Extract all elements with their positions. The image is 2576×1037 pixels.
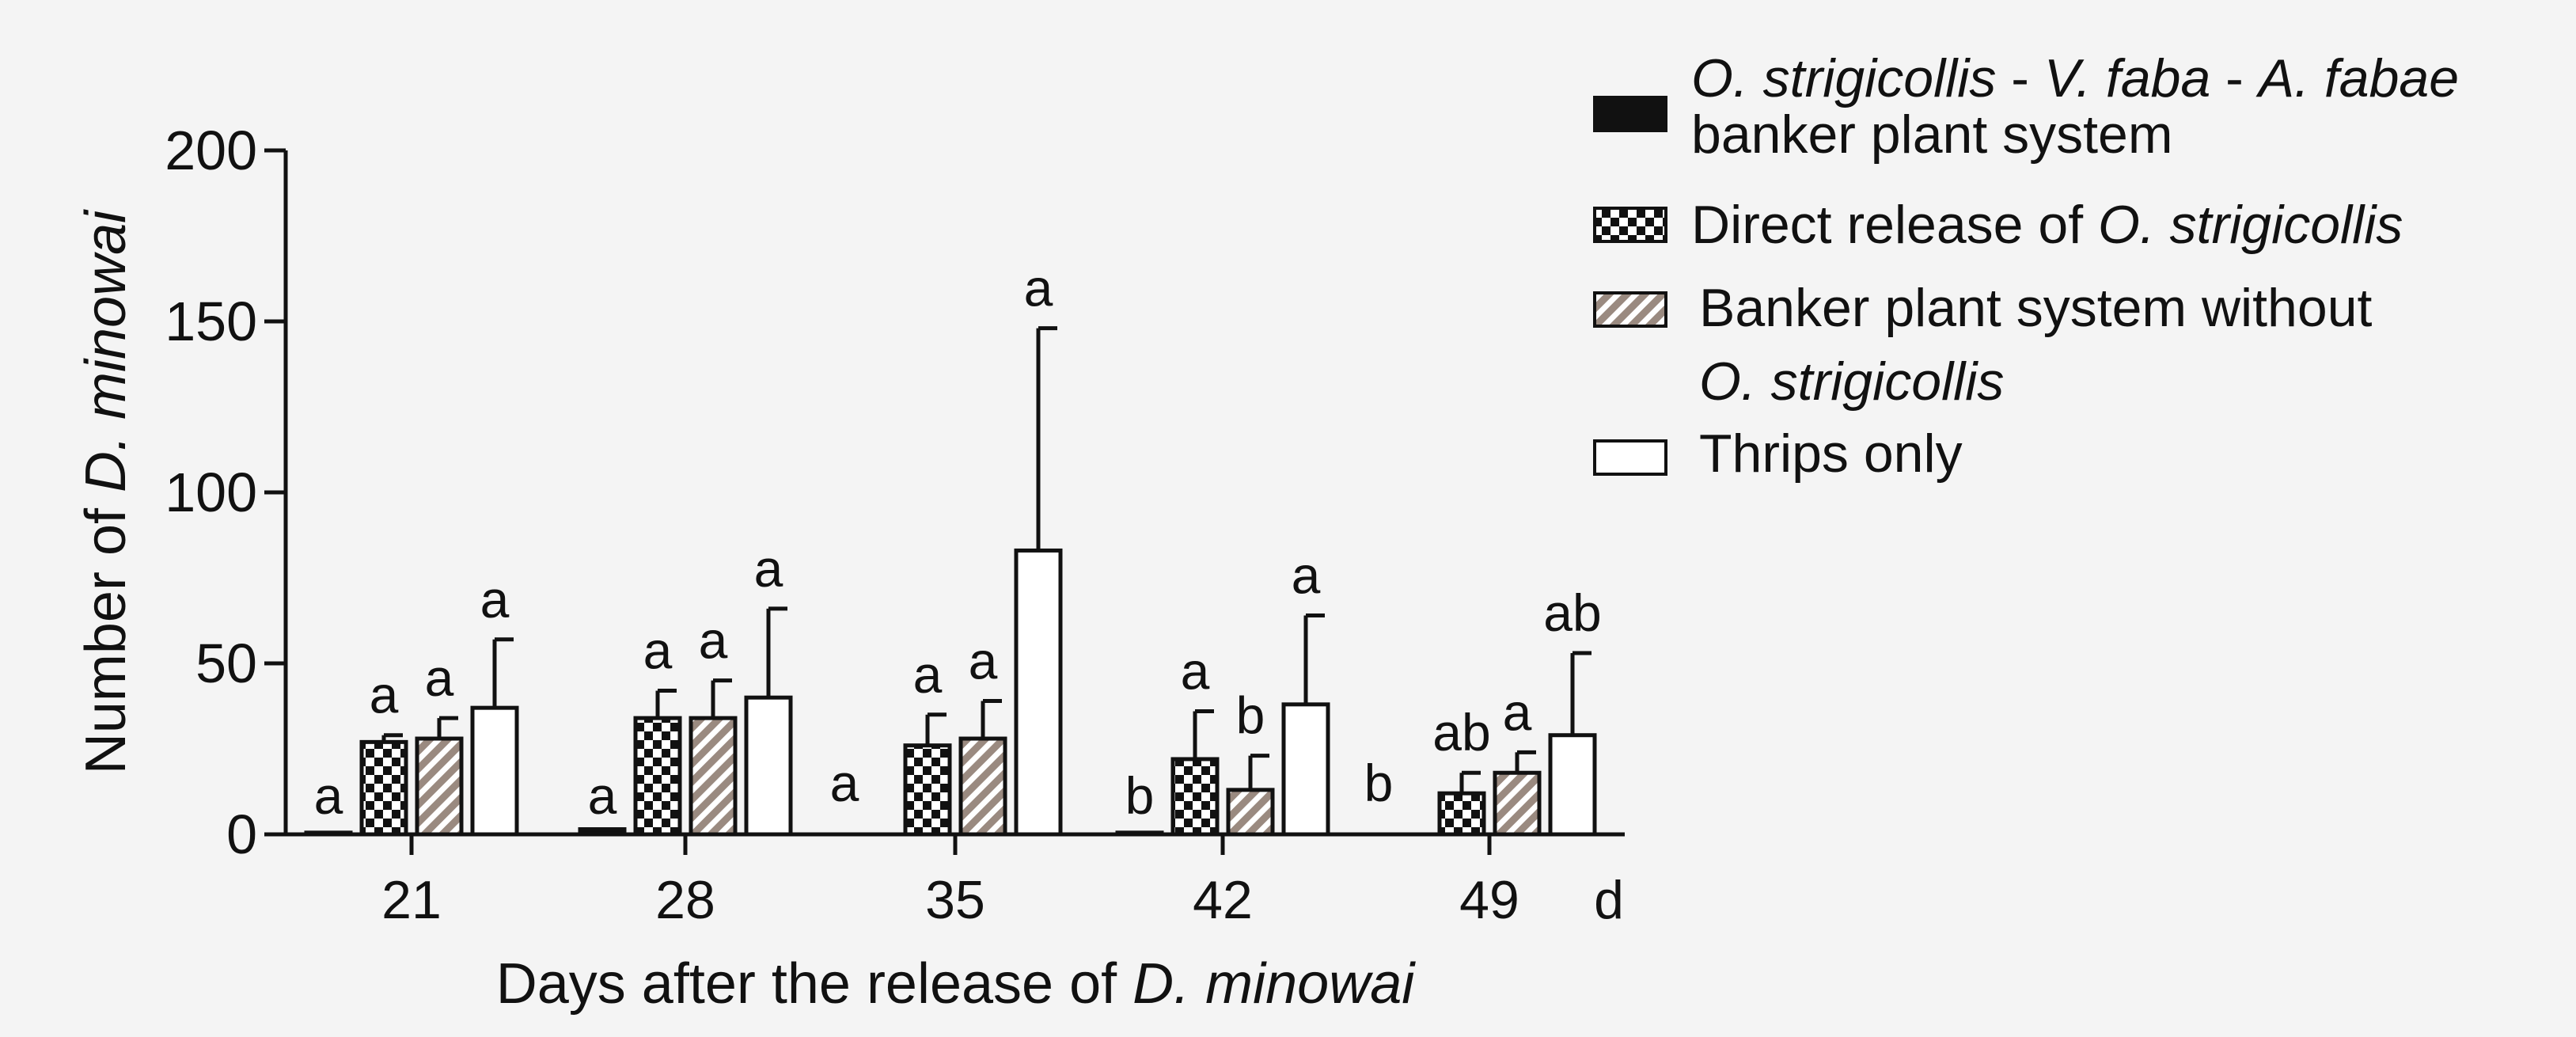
x-axis-title: Days after the release of D. minowai	[496, 952, 1417, 1016]
legend-item-2-text: Direct release of	[1691, 195, 2098, 255]
y-tick-label: 50	[195, 632, 257, 694]
x-tick-label: 49	[1459, 870, 1519, 930]
significance-letter: a	[699, 611, 728, 670]
legend: O. strigicollis - V. faba - A. fabae ban…	[1593, 48, 2459, 484]
legend-item-1-part-3: V. faba	[2044, 48, 2210, 108]
significance-letter: a	[1292, 546, 1321, 605]
legend-swatch-solid	[1593, 96, 1667, 132]
significance-letter: a	[830, 754, 859, 812]
bar	[633, 716, 682, 837]
bar	[470, 705, 519, 837]
legend-item-1-part-2: -	[1996, 48, 2043, 108]
significance-letter: a	[969, 632, 998, 690]
y-tick-label: 100	[165, 462, 257, 523]
legend-swatch-open	[1593, 439, 1667, 476]
significance-letter: b	[1125, 766, 1155, 825]
legend-item-3-line-2: O. strigicollis	[1699, 351, 2004, 412]
x-tick-label: 21	[381, 870, 442, 930]
significance-letter: a	[588, 766, 617, 825]
bar	[903, 743, 952, 837]
bar	[1548, 733, 1597, 837]
significance-letter: a	[425, 648, 454, 707]
bar	[1493, 770, 1542, 837]
x-ticks: 21 28 35 42 49	[381, 834, 1519, 930]
legend-item-1-part-1: O. strigicollis	[1691, 48, 1996, 108]
x-axis-title-text: Days after the release of	[496, 952, 1132, 1016]
significance-letter: a	[643, 621, 673, 680]
bar	[744, 695, 793, 837]
legend-item-2: Direct release of O. strigicollis	[1691, 195, 2403, 255]
x-tick-label: 35	[925, 870, 985, 930]
significance-letter: a	[913, 645, 943, 704]
legend-item-1-part-5: A. fabae	[2255, 48, 2459, 108]
legend-swatch-hatch	[1593, 291, 1667, 328]
y-axis-title-text: Number of	[74, 492, 138, 774]
x-axis-title-italic: D. minowai	[1132, 952, 1416, 1016]
bar	[958, 736, 1007, 837]
bar	[1014, 548, 1063, 837]
y-axis-title-italic: D. minowai	[74, 209, 138, 492]
x-unit-label: d	[1594, 870, 1624, 930]
significance-letter: a	[1181, 641, 1210, 700]
legend-swatch-checker	[1593, 207, 1667, 243]
bar	[415, 736, 464, 837]
significance-letter: a	[1503, 682, 1532, 741]
bar	[304, 830, 353, 837]
bar	[578, 827, 627, 837]
significance-letter: b	[1236, 686, 1265, 745]
y-tick-label: 200	[165, 120, 257, 181]
bar	[1437, 791, 1486, 837]
y-axis-title: Number of D. minowai	[74, 209, 138, 774]
significance-letter: a	[1024, 259, 1053, 317]
bar	[1281, 702, 1330, 837]
significance-letter: a	[480, 570, 510, 629]
bar	[689, 716, 738, 837]
y-ticks: 0 50 100 150 200	[165, 120, 286, 865]
bar	[1170, 757, 1220, 837]
significance-letter: ab	[1432, 703, 1490, 762]
legend-item-1-line-1: O. strigicollis - V. faba - A. fabae	[1691, 48, 2459, 108]
y-tick-label: 0	[226, 803, 257, 865]
significance-letter: a	[754, 539, 783, 598]
bar	[359, 739, 408, 837]
significance-letter: a	[370, 666, 399, 724]
legend-item-3-line-1: Banker plant system without	[1699, 278, 2373, 338]
y-tick-label: 150	[165, 291, 257, 352]
x-tick-label: 42	[1193, 870, 1253, 930]
legend-item-2-italic: O. strigicollis	[2098, 195, 2403, 255]
significance-letter: ab	[1543, 583, 1601, 642]
legend-item-1-line-2: banker plant system	[1691, 104, 2173, 165]
legend-item-1-part-4: -	[2210, 48, 2258, 108]
significance-letter: b	[1364, 754, 1394, 812]
bar	[1115, 830, 1164, 837]
legend-item-4: Thrips only	[1699, 424, 1963, 484]
significance-letter: a	[314, 766, 343, 825]
x-tick-label: 28	[655, 870, 715, 930]
bar	[1226, 788, 1275, 837]
